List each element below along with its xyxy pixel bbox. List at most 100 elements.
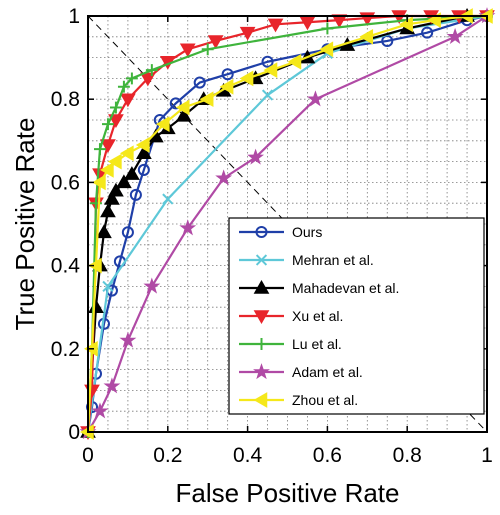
marker-triangle-down: [139, 72, 156, 87]
x-tick-label: 1: [481, 444, 493, 467]
marker-triangle-left: [87, 257, 102, 274]
marker-triangle-left: [239, 70, 254, 87]
marker-triangle-up: [100, 203, 116, 218]
marker-triangle-left: [319, 41, 334, 58]
marker-star: [253, 363, 270, 380]
y-tick-label: 0: [68, 421, 80, 444]
marker-star: [179, 219, 197, 236]
y-tick-label: 0.6: [51, 171, 80, 194]
legend-entry: Ours: [239, 224, 322, 240]
marker-plus: [102, 118, 114, 131]
marker-star: [247, 148, 265, 165]
marker-star: [446, 27, 464, 44]
marker-plus: [321, 22, 334, 35]
marker-circle: [129, 188, 142, 201]
marker-x: [261, 89, 274, 101]
marker-circle: [137, 163, 150, 176]
marker-star: [119, 331, 137, 348]
marker-x: [255, 254, 268, 266]
plot-frame: [87, 15, 488, 433]
legend-label: Mahadevan et al.: [292, 280, 399, 296]
legend-entry: Adam et al.: [239, 363, 363, 380]
marker-triangle-up: [253, 279, 270, 294]
y-axis-label: True Positive Rate: [10, 118, 40, 331]
series-6: [79, 8, 493, 440]
legend-label: Zhou et al.: [292, 392, 358, 408]
legend-label: Lu et al.: [292, 336, 342, 352]
legend-label: Adam et al.: [292, 364, 363, 380]
x-tick-label: 0.4: [233, 444, 263, 467]
marker-triangle-up: [104, 191, 120, 205]
marker-circle: [121, 226, 134, 239]
marker-x: [102, 280, 114, 293]
marker-triangle-left: [135, 137, 150, 153]
marker-triangle-down: [120, 93, 136, 108]
marker-triangle-left: [359, 28, 374, 45]
legend-entry: Zhou et al.: [239, 392, 358, 408]
marker-triangle-down: [331, 14, 348, 29]
marker-triangle-left: [263, 62, 278, 78]
marker-plus: [255, 338, 268, 350]
marker-circle: [261, 55, 274, 68]
marker-triangle-left: [199, 91, 214, 108]
series-line: [86, 14, 488, 433]
marker-star: [103, 377, 121, 394]
marker-x: [162, 193, 174, 205]
marker-triangle-left: [399, 16, 413, 33]
marker-triangle-up: [124, 166, 140, 180]
marker-plus: [109, 101, 122, 114]
marker-triangle-down: [207, 35, 224, 49]
legend-entry: Xu et al.: [239, 308, 343, 325]
legend-label: Mehran et al.: [292, 252, 374, 268]
marker-circle: [169, 97, 182, 110]
marker-star: [215, 169, 233, 186]
marker-triangle-up: [135, 145, 152, 160]
marker-triangle-up: [108, 182, 124, 197]
y-tick-label: 0.4: [51, 255, 81, 278]
marker-triangle-down: [239, 26, 256, 41]
series-5: [79, 7, 496, 440]
marker-triangle-down: [100, 139, 116, 153]
series-layer: [79, 7, 496, 441]
x-tick-label: 0.2: [153, 444, 182, 467]
marker-triangle-left: [175, 99, 190, 116]
marker-star: [91, 402, 109, 419]
marker-star: [143, 277, 161, 294]
x-axis-label: False Positive Rate: [176, 478, 400, 508]
marker-triangle-up: [175, 107, 192, 122]
marker-circle: [381, 34, 394, 47]
marker-triangle-left: [107, 153, 122, 170]
ticks: 00 0.2 0.2 0.4 0.4 0.6 0.6 0.8 0.8 1 1: [51, 5, 493, 467]
marker-triangle-left: [99, 162, 114, 178]
marker-triangle-up: [96, 224, 112, 239]
marker-plus: [125, 72, 138, 85]
marker-triangle-left: [219, 78, 234, 95]
marker-triangle-down: [267, 18, 284, 33]
x-tick-label: 0.8: [393, 444, 422, 467]
marker-triangle-left: [287, 53, 302, 70]
legend-entry: Lu et al.: [239, 336, 342, 352]
marker-circle: [221, 68, 234, 81]
y-tick-label: 1: [68, 5, 80, 28]
marker-plus: [117, 80, 130, 93]
marker-triangle-down: [253, 310, 270, 325]
y-tick-label: 0.2: [51, 338, 80, 361]
marker-triangle-up: [116, 174, 132, 189]
marker-circle: [255, 225, 268, 239]
marker-triangle-left: [119, 145, 134, 162]
marker-triangle-down: [108, 114, 124, 129]
legend: Ours Mehran et al. Mahadevan et al. Xu et a…: [228, 217, 485, 415]
legend-label: Ours: [292, 224, 322, 240]
x-tick-label: 0: [82, 444, 94, 467]
marker-triangle-left: [253, 392, 268, 408]
marker-plus: [201, 43, 214, 56]
marker-triangle-left: [155, 116, 170, 133]
marker-triangle-left: [91, 174, 106, 191]
marker-triangle-down: [179, 43, 196, 58]
marker-star: [306, 90, 324, 107]
marker-circle: [421, 26, 434, 39]
legend-entry: Mehran et al.: [239, 252, 374, 268]
y-tick-label: 0.8: [51, 88, 80, 111]
marker-circle: [193, 76, 206, 89]
